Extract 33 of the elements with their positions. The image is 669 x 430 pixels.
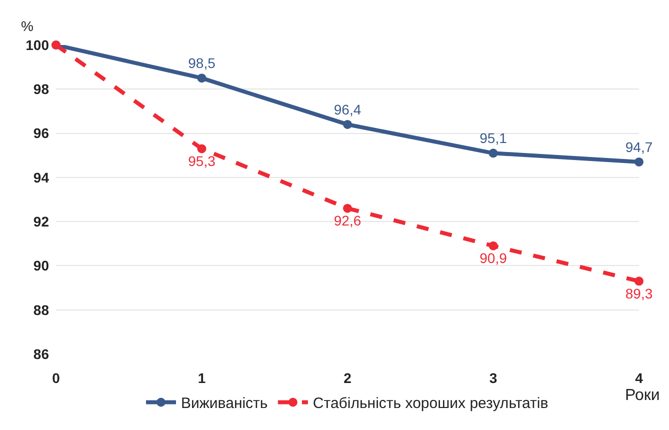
y-tick-label: 100 — [26, 36, 50, 53]
y-tick-label: 96 — [33, 125, 50, 142]
x-tick-label: 2 — [344, 370, 352, 386]
y-tick-label: 90 — [33, 258, 50, 274]
y-tick-label: 86 — [33, 346, 50, 362]
legend-label: Стабільність хороших результатів — [312, 395, 548, 412]
data-label: 92,6 — [334, 212, 362, 228]
legend-label: Виживаність — [181, 395, 268, 412]
x-tick-label: 1 — [198, 370, 206, 386]
y-axis-title: % — [21, 18, 34, 34]
point — [488, 148, 498, 158]
y-tick-label: 94 — [33, 169, 50, 186]
x-tick-label: 0 — [52, 370, 60, 386]
x-tick-label: 4 — [635, 370, 644, 386]
data-label: 94,7 — [625, 138, 653, 155]
x-axis-title: Роки — [625, 387, 660, 404]
data-label: 89,3 — [625, 285, 653, 302]
point — [634, 276, 644, 286]
data-label: 98,5 — [188, 54, 216, 71]
point — [197, 74, 206, 83]
point — [197, 144, 206, 154]
point — [634, 157, 644, 166]
data-label: 96,4 — [334, 101, 362, 118]
x-tick-label: 3 — [489, 370, 498, 386]
point — [343, 204, 352, 213]
y-tick-label: 88 — [33, 302, 50, 318]
data-label: 90,9 — [480, 250, 508, 266]
point — [343, 120, 352, 129]
data-label: 95,3 — [188, 152, 216, 169]
data-label: 95,1 — [480, 130, 508, 146]
y-tick-label: 92 — [33, 213, 50, 230]
y-tick-label: 98 — [33, 81, 50, 98]
point — [488, 241, 498, 250]
